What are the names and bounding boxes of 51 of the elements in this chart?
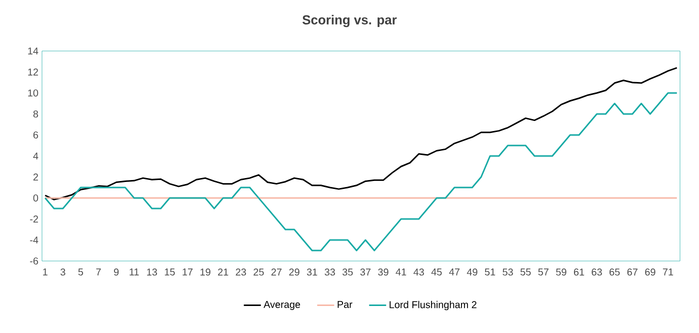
legend-label: Par	[338, 301, 352, 308]
x-tick-label: 23	[236, 268, 246, 276]
x-tick-label: 13	[147, 268, 157, 276]
x-tick-label: 5	[78, 268, 84, 276]
x-tick-label: 15	[164, 268, 175, 276]
x-tick-label: 43	[414, 268, 424, 276]
x-tick-label: 37	[360, 268, 370, 276]
y-tick-label: 8	[33, 110, 38, 118]
x-tick-label: 1	[43, 268, 48, 276]
x-tick-label: 63	[592, 268, 602, 276]
y-tick-label: 12	[28, 68, 38, 76]
x-tick-label: 31	[306, 268, 318, 276]
y-tick-label: 10	[28, 89, 38, 97]
y-tick-label: -2	[30, 216, 38, 222]
x-tick-label: 61	[574, 268, 584, 276]
x-tick-label: 55	[520, 268, 531, 276]
x-tick-label: 21	[218, 268, 228, 276]
x-tick-label: 39	[378, 268, 388, 276]
x-tick-label: 57	[538, 268, 548, 276]
x-tick-label: 19	[200, 268, 210, 276]
x-tick-label: 53	[502, 268, 513, 276]
x-tick-label: 71	[662, 268, 674, 276]
chart-title: Scoring vs. par	[302, 14, 397, 28]
y-tick-label: -6	[30, 257, 38, 265]
x-tick-label: 47	[449, 268, 460, 276]
y-tick-label: 6	[33, 131, 38, 139]
y-tick-label: 4	[33, 152, 38, 160]
y-tick-label: 2	[33, 174, 38, 180]
x-tick-label: 9	[114, 268, 119, 276]
x-tick-label: 27	[271, 268, 282, 276]
y-tick-label: 14	[28, 48, 38, 54]
x-tick-label: 65	[610, 268, 620, 276]
legend-label: Lord Flushingham 2	[390, 300, 476, 310]
x-tick-label: 49	[466, 268, 478, 276]
x-tick-label: 51	[484, 268, 496, 276]
x-tick-label: 45	[431, 268, 442, 276]
x-tick-label: 41	[396, 268, 406, 276]
legend-label: Average	[264, 301, 300, 310]
x-tick-label: 17	[182, 268, 193, 276]
x-tick-label: 35	[342, 268, 353, 276]
x-tick-label: 59	[556, 268, 566, 276]
x-tick-label: 7	[96, 268, 101, 276]
x-tick-label: 69	[645, 268, 656, 276]
x-tick-label: 29	[289, 268, 300, 276]
y-tick-label: -4	[30, 236, 38, 244]
y-tick-label: 0	[33, 194, 38, 202]
x-tick-label: 67	[627, 268, 638, 276]
x-tick-label: 33	[324, 268, 335, 276]
x-tick-label: 11	[130, 268, 139, 276]
x-tick-label: 3	[60, 268, 66, 276]
x-tick-label: 25	[254, 268, 264, 276]
